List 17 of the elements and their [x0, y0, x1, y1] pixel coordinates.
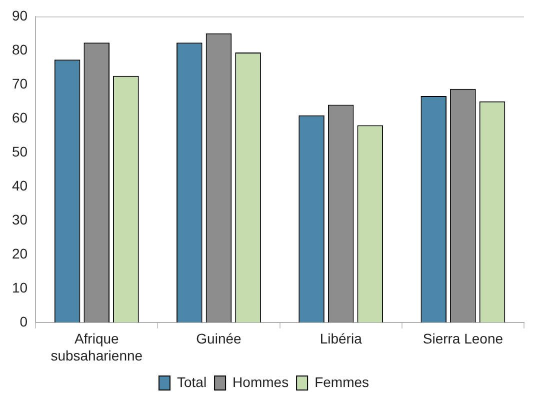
legend-label: Hommes [232, 374, 289, 390]
x-tick-label: Libéria [320, 330, 362, 347]
y-tick-label: 40 [12, 177, 28, 194]
x-tick-label: Guinée [196, 330, 242, 347]
y-tick-label: 0 [20, 313, 28, 330]
legend-label: Femmes [314, 374, 370, 390]
y-tick-label: 10 [12, 279, 28, 296]
y-tick-label: 20 [12, 245, 28, 262]
x-tick-label: Sierra Leone [422, 330, 504, 347]
y-tick-label: 80 [12, 41, 28, 58]
y-tick-label: 30 [12, 211, 28, 228]
y-tick-label: 90 [12, 7, 28, 24]
y-tick-label: 50 [12, 143, 28, 160]
x-tick-label: Afrique subsaharienne [50, 330, 143, 364]
y-tick-label: 70 [12, 75, 28, 92]
legend-label: Total [176, 374, 207, 390]
y-tick-label: 60 [12, 109, 28, 126]
